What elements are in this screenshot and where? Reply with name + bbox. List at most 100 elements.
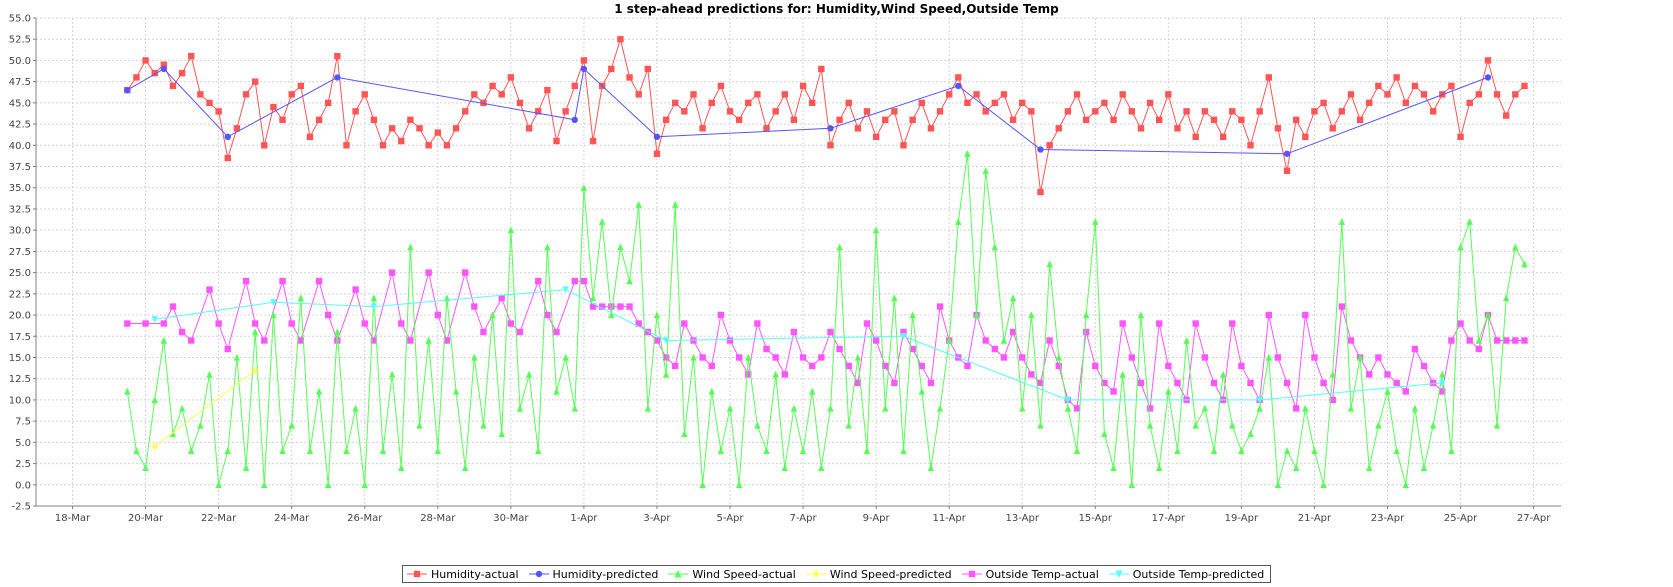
y-tick-label: 42.5 <box>9 120 31 131</box>
wind-speed-actual-point <box>1402 481 1409 488</box>
humidity-actual-point <box>1165 91 1172 98</box>
legend-label: Humidity-predicted <box>552 567 659 581</box>
humidity-actual-point <box>1137 125 1145 132</box>
y-tick-label: 35.0 <box>9 183 31 194</box>
wind-speed-actual-point <box>699 481 706 488</box>
outside-temp-actual-point <box>398 320 405 327</box>
humidity-actual-point <box>261 142 268 149</box>
humidity-actual-point <box>1037 188 1044 196</box>
wind-speed-actual-line <box>126 153 1525 485</box>
humidity-actual-point <box>1375 82 1382 90</box>
humidity-actual-point <box>626 74 633 81</box>
wind-speed-actual-point <box>1128 481 1136 488</box>
outside-temp-actual-point <box>598 303 606 310</box>
humidity-actual-point <box>535 108 542 115</box>
humidity-actual-point <box>1320 99 1327 107</box>
outside-temp-actual-point <box>717 311 725 319</box>
humidity-actual-point <box>480 99 487 107</box>
legend-item-humidity-predicted: Humidity-predicted <box>528 567 659 581</box>
y-tick-label: 10.0 <box>9 395 31 406</box>
wind-speed-actual-point <box>918 387 925 395</box>
humidity-actual-point <box>1192 133 1199 141</box>
outside-temp-actual-point <box>964 362 971 370</box>
wind-speed-actual-point <box>1429 421 1437 429</box>
outside-temp-predicted-point <box>1064 396 1072 404</box>
humidity-actual-point <box>553 137 560 145</box>
outside-temp-actual-point <box>617 303 624 310</box>
wind-speed-actual-point <box>270 311 277 319</box>
humidity-actual-point <box>1101 99 1108 107</box>
humidity-actual-point <box>516 99 524 107</box>
y-tick-label: 52.5 <box>9 35 31 46</box>
humidity-actual-point <box>1210 116 1218 124</box>
humidity-actual-point <box>955 74 962 81</box>
outside-temp-actual-point <box>297 337 305 344</box>
humidity-actual-point <box>918 99 925 107</box>
humidity-actual-point <box>461 108 469 115</box>
wind-speed-actual-point <box>471 353 478 361</box>
outside-temp-actual-point <box>644 328 652 336</box>
humidity-actual-point <box>1356 116 1364 124</box>
outside-temp-predicted-point <box>562 286 569 294</box>
outside-temp-actual-point <box>1329 396 1336 404</box>
outside-temp-actual-point <box>699 354 706 361</box>
outside-temp-actual-point <box>726 337 734 344</box>
humidity-actual-point <box>690 91 697 98</box>
humidity-actual-point <box>1366 99 1373 107</box>
outside-temp-actual-point <box>1210 379 1218 387</box>
outside-temp-actual-point <box>918 362 925 370</box>
wind-speed-actual-point <box>416 421 423 429</box>
legend-item-outside-temp-actual: Outside Temp-actual <box>961 568 1099 581</box>
wind-speed-actual-point <box>1028 311 1035 319</box>
wind-speed-actual-point <box>863 447 871 455</box>
wind-speed-predicted-point <box>151 442 158 451</box>
outside-temp-actual-point <box>845 362 852 370</box>
y-tick-label: 45.0 <box>9 98 31 109</box>
humidity-actual-point <box>699 125 706 132</box>
y-tick-label: 30.0 <box>9 226 31 237</box>
wind-speed-actual-point <box>178 404 186 412</box>
wind-speed-actual-point <box>507 226 515 234</box>
wind-speed-actual-point <box>1046 260 1053 268</box>
humidity-actual-point <box>754 91 761 98</box>
wind-speed-actual-point <box>297 294 305 302</box>
wind-speed-actual-point <box>334 328 341 336</box>
wind-speed-actual-point <box>635 201 642 208</box>
humidity-actual-point <box>297 82 305 90</box>
humidity-actual-point <box>489 82 496 90</box>
wind-speed-actual-point <box>1183 336 1190 344</box>
y-tick-label: 5.0 <box>15 438 31 449</box>
humidity-actual-point <box>936 108 944 115</box>
wind-speed-actual-point <box>224 447 231 455</box>
x-tick-label: 21-Apr <box>1298 513 1332 524</box>
wind-speed-actual-point <box>827 404 834 412</box>
wind-speed-actual-point <box>754 421 761 429</box>
humidity-actual-point <box>589 137 597 145</box>
wind-speed-actual-point <box>708 387 715 395</box>
wind-speed-actual-point <box>681 430 688 438</box>
legend-item-outside-temp-predicted: Outside Temp-predicted <box>1108 568 1264 581</box>
outside-temp-actual-point <box>772 354 779 361</box>
outside-temp-actual-point <box>215 320 222 327</box>
wind-speed-actual-point <box>1119 370 1126 378</box>
outside-temp-actual-point <box>1429 379 1437 387</box>
legend-label: Humidity-actual <box>431 567 519 581</box>
legend-swatch <box>805 570 826 578</box>
y-tick-label: 15.0 <box>9 353 31 364</box>
wind-speed-actual-point <box>1174 447 1181 455</box>
humidity-predicted-point <box>1283 150 1291 157</box>
wind-speed-actual-point <box>306 447 314 455</box>
outside-temp-actual-point <box>1028 371 1035 378</box>
outside-temp-actual-point <box>1420 362 1428 370</box>
humidity-predicted-point <box>571 116 578 124</box>
wind-speed-actual-point <box>982 167 989 174</box>
outside-temp-actual-point <box>1082 328 1090 336</box>
outside-temp-actual-point <box>927 379 935 387</box>
outside-temp-actual-point <box>516 328 524 336</box>
outside-temp-actual-point <box>1292 405 1300 412</box>
humidity-actual-point <box>1493 91 1501 98</box>
outside-temp-actual-point <box>909 345 916 353</box>
humidity-actual-point <box>982 108 989 115</box>
wind-speed-actual-point <box>370 294 378 302</box>
wind-speed-actual-point <box>1366 464 1373 472</box>
